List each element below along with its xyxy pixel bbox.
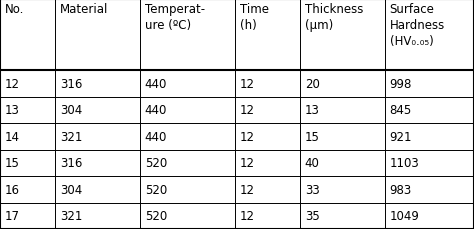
Text: 13: 13	[5, 104, 19, 117]
Text: 440: 440	[145, 130, 167, 143]
Text: 440: 440	[145, 78, 167, 91]
Text: 321: 321	[60, 130, 82, 143]
Text: 12: 12	[5, 78, 20, 91]
Text: 321: 321	[60, 209, 82, 222]
Text: 17: 17	[5, 209, 20, 222]
Text: 20: 20	[305, 78, 319, 91]
Text: Thickness
(μm): Thickness (μm)	[305, 3, 363, 32]
Text: 35: 35	[305, 209, 319, 222]
Text: 12: 12	[240, 183, 255, 196]
Text: 520: 520	[145, 183, 167, 196]
Text: 12: 12	[240, 78, 255, 91]
Text: 15: 15	[305, 130, 319, 143]
Text: 12: 12	[240, 104, 255, 117]
Text: 316: 316	[60, 157, 82, 170]
Text: 304: 304	[60, 104, 82, 117]
Text: 520: 520	[145, 209, 167, 222]
Text: 520: 520	[145, 157, 167, 170]
Text: 304: 304	[60, 183, 82, 196]
Text: Time
(h): Time (h)	[240, 3, 269, 32]
Text: 12: 12	[240, 130, 255, 143]
Text: 16: 16	[5, 183, 20, 196]
Text: 845: 845	[390, 104, 412, 117]
Text: Temperat-
ure (ºC): Temperat- ure (ºC)	[145, 3, 205, 32]
Text: 998: 998	[390, 78, 412, 91]
Text: 440: 440	[145, 104, 167, 117]
Text: Material: Material	[60, 3, 108, 16]
Text: No.: No.	[5, 3, 24, 16]
Text: 1049: 1049	[390, 209, 419, 222]
Text: 40: 40	[305, 157, 319, 170]
Text: 921: 921	[390, 130, 412, 143]
Text: 15: 15	[5, 157, 19, 170]
Text: 1103: 1103	[390, 157, 419, 170]
Text: 14: 14	[5, 130, 20, 143]
Text: 983: 983	[390, 183, 412, 196]
Text: 33: 33	[305, 183, 319, 196]
Text: 12: 12	[240, 157, 255, 170]
Text: Surface
Hardness
(HV₀.₀₅): Surface Hardness (HV₀.₀₅)	[390, 3, 445, 48]
Text: 12: 12	[240, 209, 255, 222]
Text: 13: 13	[305, 104, 319, 117]
Text: 316: 316	[60, 78, 82, 91]
